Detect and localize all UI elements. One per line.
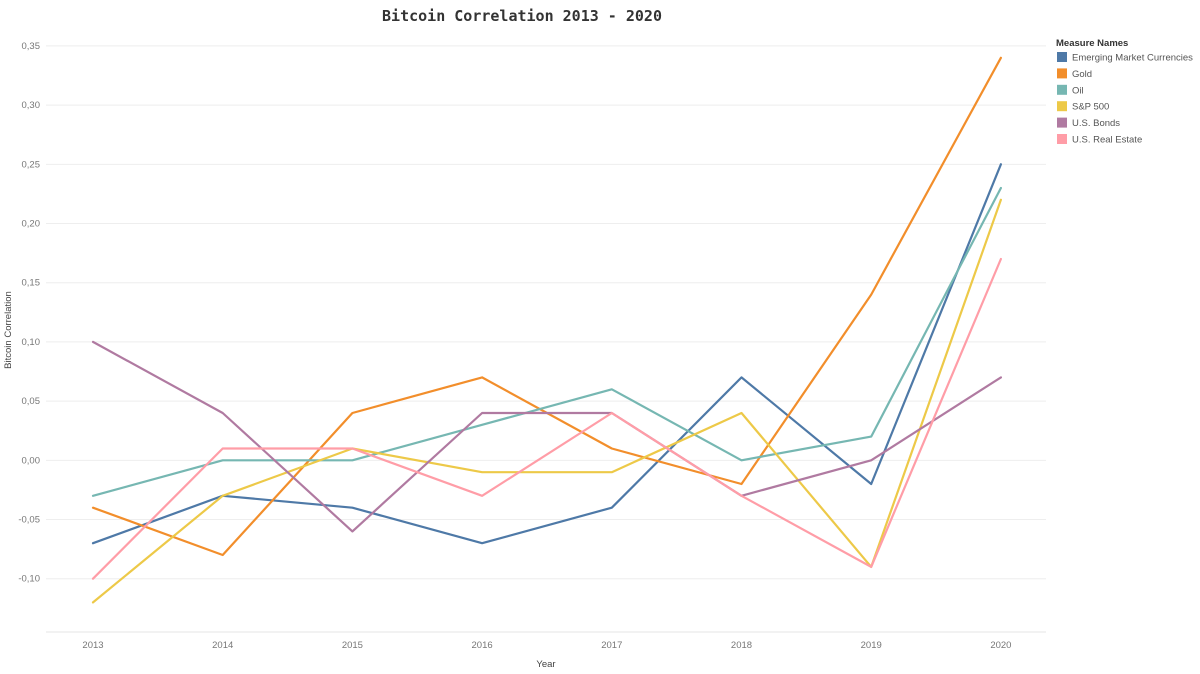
legend-item-oil[interactable]: Oil xyxy=(1072,85,1084,96)
chart-title: Bitcoin Correlation 2013 - 2020 xyxy=(382,7,662,25)
x-tick-label: 2013 xyxy=(82,640,103,651)
x-tick-label: 2014 xyxy=(212,640,233,651)
legend-swatch-u-s-real-estate xyxy=(1057,134,1067,144)
x-tick-label: 2018 xyxy=(731,640,752,651)
y-tick-label: 0,25 xyxy=(22,159,41,170)
legend-title: Measure Names xyxy=(1056,38,1128,49)
y-tick-label: -0,10 xyxy=(18,574,40,585)
legend-item-u-s-real-estate[interactable]: U.S. Real Estate xyxy=(1072,135,1142,146)
x-axis-label: Year xyxy=(536,659,555,670)
legend-swatch-s-p-500 xyxy=(1057,101,1067,112)
y-tick-label: 0,10 xyxy=(22,337,41,348)
legend-swatch-emerging-market-currencies xyxy=(1057,52,1067,62)
x-tick-label: 2015 xyxy=(342,640,363,651)
legend-swatch-u-s-bonds xyxy=(1057,117,1067,128)
y-tick-label: 0,20 xyxy=(22,219,41,230)
series-line-s-p-500 xyxy=(91,198,1003,604)
series-line-gold xyxy=(91,56,1003,557)
legend-item-u-s-bonds[interactable]: U.S. Bonds xyxy=(1072,118,1120,129)
legend[interactable]: Measure Names Emerging Market Currencies… xyxy=(1056,38,1193,146)
series-line-u-s-real-estate xyxy=(91,257,1003,580)
legend-item-emerging-market-currencies[interactable]: Emerging Market Currencies xyxy=(1072,53,1193,64)
y-tick-label: 0,35 xyxy=(22,41,41,52)
y-tick-label: 0,30 xyxy=(22,100,41,111)
x-tick-label: 2016 xyxy=(472,640,493,651)
y-axis-label: Bitcoin Correlation xyxy=(3,291,14,369)
legend-item-gold[interactable]: Gold xyxy=(1072,69,1092,80)
legend-swatch-gold xyxy=(1057,68,1067,79)
x-tick-label: 2019 xyxy=(861,640,882,651)
series-line-u-s-bonds xyxy=(91,340,1003,533)
legend-swatch-oil xyxy=(1057,84,1067,95)
x-tick-label: 2020 xyxy=(990,640,1011,651)
x-tick-label: 2017 xyxy=(601,640,622,651)
grid-lines xyxy=(46,45,1046,633)
x-axis-ticks: 2013 2014 2015 2016 2017 2018 2019 2020 xyxy=(82,640,1011,651)
series-line-emerging-market-currencies xyxy=(91,163,1003,545)
legend-item-s-p-500[interactable]: S&P 500 xyxy=(1072,102,1109,113)
y-tick-label: 0,00 xyxy=(22,455,41,466)
y-tick-label: -0,05 xyxy=(18,515,40,526)
y-tick-label: 0,05 xyxy=(22,396,41,407)
series-lines xyxy=(91,56,1003,604)
y-tick-label: 0,15 xyxy=(22,278,41,289)
series-line-oil xyxy=(91,186,1003,497)
y-axis-ticks: -0,10 -0,05 0,00 0,05 0,10 0,15 0,20 0,25 0,30 0,… xyxy=(18,41,40,585)
